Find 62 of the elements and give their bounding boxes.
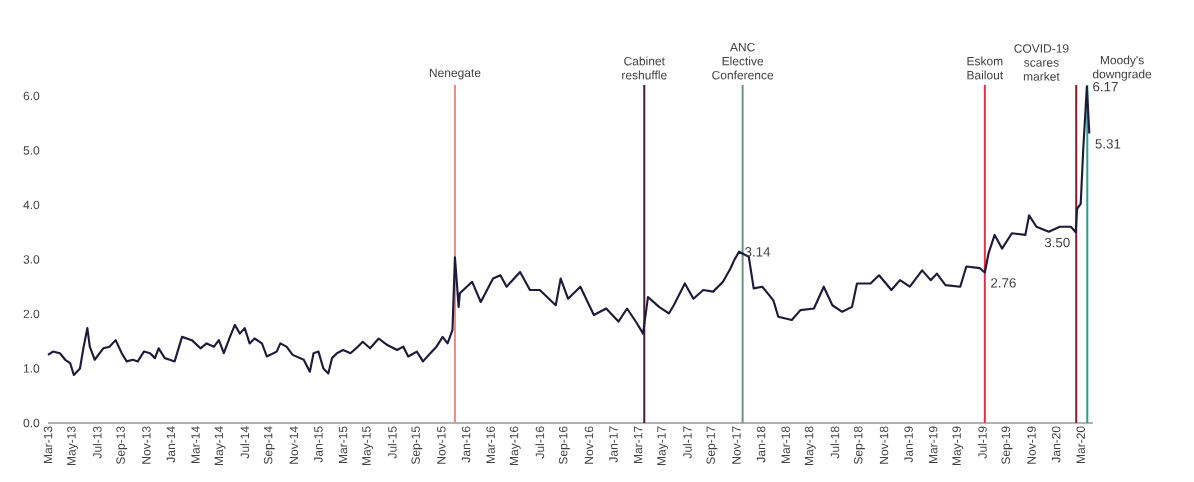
x-tick-label: May-14 — [214, 426, 226, 465]
x-tick-label: Jul-14 — [240, 426, 250, 459]
x-tick-label: May-15 — [362, 426, 374, 465]
x-tick-label: May-13 — [67, 426, 79, 465]
x-tick-label: Jan-17 — [609, 426, 618, 463]
annotation: 5.31 — [1095, 139, 1121, 149]
x-tick-label: Jul-16 — [535, 426, 545, 459]
annotation: 3.14 — [745, 247, 771, 257]
y-tick-label: 0.0 — [23, 418, 40, 428]
x-tick-label: Jan-18 — [756, 426, 766, 463]
y-tick-label: 6.0 — [23, 91, 40, 101]
ref-line-label: COVID-19 scares market — [1014, 44, 1069, 81]
x-tick-label: Mar-20 — [1076, 426, 1085, 463]
annotation: 6.17 — [1093, 81, 1118, 92]
annotation: 3.50 — [1044, 237, 1070, 248]
x-tick-label: May-16 — [509, 426, 521, 465]
ref-line-label: Eskom Bailout — [967, 56, 1004, 80]
x-tick-label: May-17 — [657, 426, 669, 465]
x-tick-label: Nov-17 — [732, 426, 741, 464]
ref-line-label: Cabinet reshuffle — [622, 56, 667, 80]
x-tick-label: Mar-17 — [633, 426, 643, 463]
x-tick-label: Jul-15 — [387, 426, 397, 459]
y-tick-label: 1.0 — [23, 364, 40, 373]
y-tick-label: 4.0 — [23, 200, 40, 210]
y-tick-label: 5.0 — [23, 146, 40, 155]
x-tick-label: Sep-13 — [116, 426, 128, 465]
line-series — [46, 85, 1091, 377]
x-tick-label: Mar-14 — [191, 426, 200, 463]
x-tick-label: Sep-19 — [1001, 426, 1013, 465]
ref-line-label: ANC Elective Conference — [712, 42, 774, 80]
y-tick-label: 3.0 — [23, 255, 40, 264]
x-tick-label: Jul-18 — [830, 426, 840, 459]
x-tick-label: Jan-14 — [166, 426, 176, 463]
x-tick-label: Mar-13 — [43, 426, 53, 463]
x-tick-label: Jul-17 — [682, 426, 692, 459]
x-tick-label: Jul-19 — [977, 426, 987, 459]
annotation: 2.76 — [991, 278, 1016, 288]
x-tick-label: Jan-19 — [904, 426, 913, 463]
x-tick-label: Mar-15 — [338, 426, 348, 463]
y-tick-label: 2.0 — [23, 309, 40, 319]
x-tick-label: May-19 — [952, 426, 964, 465]
x-tick-label: Nov-15 — [437, 426, 446, 464]
ref-line-label: Nenegate — [429, 68, 481, 80]
x-tick-label: Sep-15 — [411, 426, 423, 465]
x-tick-label: Jul-13 — [92, 426, 102, 459]
x-tick-label: Nov-18 — [879, 426, 889, 464]
x-tick-label: Nov-14 — [289, 426, 299, 464]
x-tick-label: May-18 — [804, 426, 816, 465]
x-tick-label: Jan-15 — [314, 426, 323, 463]
x-tick-label: Mar-16 — [486, 426, 495, 463]
x-tick-label: Sep-18 — [853, 426, 865, 465]
ref-line-label: Moody's downgrade — [1092, 55, 1152, 81]
x-tick-label: Jan-20 — [1051, 426, 1061, 463]
x-tick-label: Jan-16 — [461, 426, 471, 463]
x-tick-label: Nov-19 — [1027, 426, 1036, 464]
x-tick-label: Nov-13 — [142, 426, 151, 464]
x-tick-label: Sep-16 — [558, 426, 570, 465]
x-tick-label: Sep-17 — [706, 426, 718, 465]
x-tick-label: Mar-18 — [781, 426, 790, 463]
x-tick-label: Sep-14 — [263, 426, 275, 465]
x-tick-label: Nov-16 — [584, 426, 594, 464]
x-tick-label: Mar-19 — [928, 426, 938, 463]
